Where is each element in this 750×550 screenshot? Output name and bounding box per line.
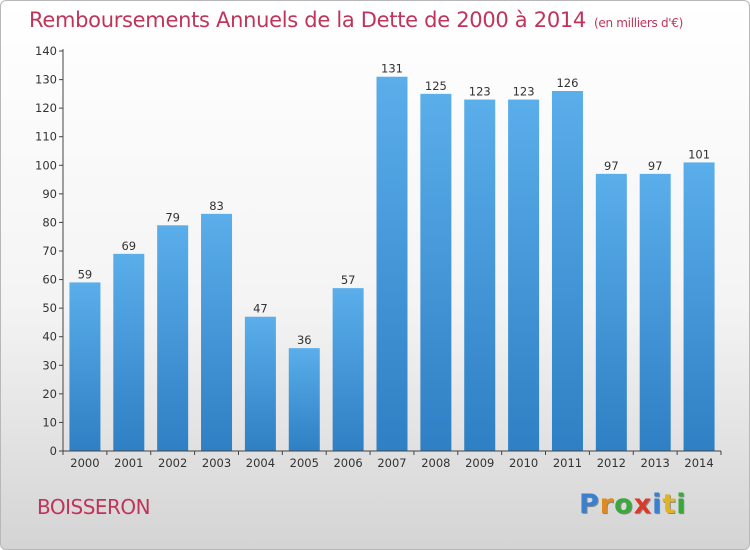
- y-tick-label: 50: [42, 301, 57, 315]
- bar-2014: [683, 162, 715, 451]
- x-tick-label-2012: 2012: [597, 456, 626, 470]
- data-label-2007: 131: [381, 62, 403, 76]
- data-label-2010: 123: [513, 85, 535, 99]
- y-tick-label: 10: [42, 415, 57, 429]
- data-label-2002: 79: [165, 210, 180, 224]
- chart-title-text: Remboursements Annuels de la Dette de 20…: [29, 8, 586, 32]
- bar-2001: [113, 253, 145, 451]
- data-label-2011: 126: [556, 76, 578, 90]
- logo-letter: P: [579, 489, 600, 520]
- y-tick-label: 30: [42, 358, 57, 372]
- bar-2008: [420, 93, 452, 451]
- bar-2012: [595, 173, 627, 451]
- y-tick-label: 20: [42, 387, 57, 401]
- logo-letter: i: [652, 489, 663, 520]
- data-label-2004: 47: [253, 302, 268, 316]
- bar-2004: [244, 316, 276, 451]
- x-tick-label-2008: 2008: [421, 456, 450, 470]
- data-label-2005: 36: [297, 333, 312, 347]
- y-tick-label: 80: [42, 215, 57, 229]
- bar-2006: [332, 288, 364, 451]
- y-tick-label: 60: [42, 273, 57, 287]
- data-label-2012: 97: [604, 159, 619, 173]
- y-tick-label: 130: [35, 73, 57, 87]
- x-tick-label-2010: 2010: [509, 456, 538, 470]
- y-tick-label: 90: [42, 187, 57, 201]
- logo-letter: i: [676, 489, 687, 520]
- data-label-2000: 59: [78, 267, 93, 281]
- y-tick-label: 120: [35, 101, 57, 115]
- x-tick-label-2001: 2001: [114, 456, 143, 470]
- bar-2005: [288, 348, 320, 451]
- x-tick-label-2013: 2013: [641, 456, 670, 470]
- proxiti-logo: Proxiti: [579, 489, 687, 520]
- y-tick-label: 100: [35, 158, 57, 172]
- logo-letter: r: [599, 489, 615, 520]
- x-tick-label-2002: 2002: [158, 456, 187, 470]
- place-name: BOISSERON: [37, 495, 151, 519]
- data-label-2003: 83: [209, 199, 224, 213]
- logo-letter: o: [614, 489, 634, 520]
- x-tick-label-2011: 2011: [553, 456, 582, 470]
- bar-2003: [201, 213, 233, 451]
- logo-letter: t: [662, 489, 677, 520]
- bar-2007: [376, 76, 408, 451]
- chart-unit-note: (en milliers d'€): [594, 16, 684, 30]
- data-label-2014: 101: [688, 147, 710, 161]
- x-tick-label-2006: 2006: [333, 456, 362, 470]
- data-label-2013: 97: [648, 159, 663, 173]
- x-tick-label-2014: 2014: [684, 456, 713, 470]
- y-tick-label: 140: [35, 44, 57, 58]
- bar-2009: [464, 99, 496, 452]
- x-tick-label-2000: 2000: [70, 456, 99, 470]
- x-tick-label-2005: 2005: [290, 456, 319, 470]
- y-tick-label: 40: [42, 330, 57, 344]
- x-tick-label-2009: 2009: [465, 456, 494, 470]
- x-tick-label-2003: 2003: [202, 456, 231, 470]
- data-label-2001: 69: [121, 239, 136, 253]
- data-label-2006: 57: [341, 273, 356, 287]
- x-axis: 2000 2001 2002 2003 2004 2005 2006 2007 2008 2009…: [62, 450, 722, 470]
- bar-2011: [551, 91, 583, 451]
- bar-2002: [157, 225, 189, 451]
- logo-letter: x: [633, 489, 653, 520]
- bars-group: 59 69 79 83 47 36 57 131 125 123 123 126 97 97 101: [69, 62, 715, 452]
- bar-2013: [639, 173, 671, 451]
- x-tick-label-2007: 2007: [377, 456, 406, 470]
- y-axis: 0 10 20 30 40 50 60 70 80 90 100 110 120 130 140: [35, 44, 64, 458]
- bar-2010: [508, 99, 540, 452]
- y-tick-label: 0: [50, 444, 57, 458]
- data-label-2009: 123: [469, 85, 491, 99]
- x-tick-label-2004: 2004: [246, 456, 275, 470]
- y-tick-label: 110: [35, 130, 57, 144]
- bar-2000: [69, 282, 101, 451]
- data-label-2008: 125: [425, 79, 447, 93]
- y-tick-label: 70: [42, 244, 57, 258]
- chart-title: Remboursements Annuels de la Dette de 20…: [29, 8, 683, 32]
